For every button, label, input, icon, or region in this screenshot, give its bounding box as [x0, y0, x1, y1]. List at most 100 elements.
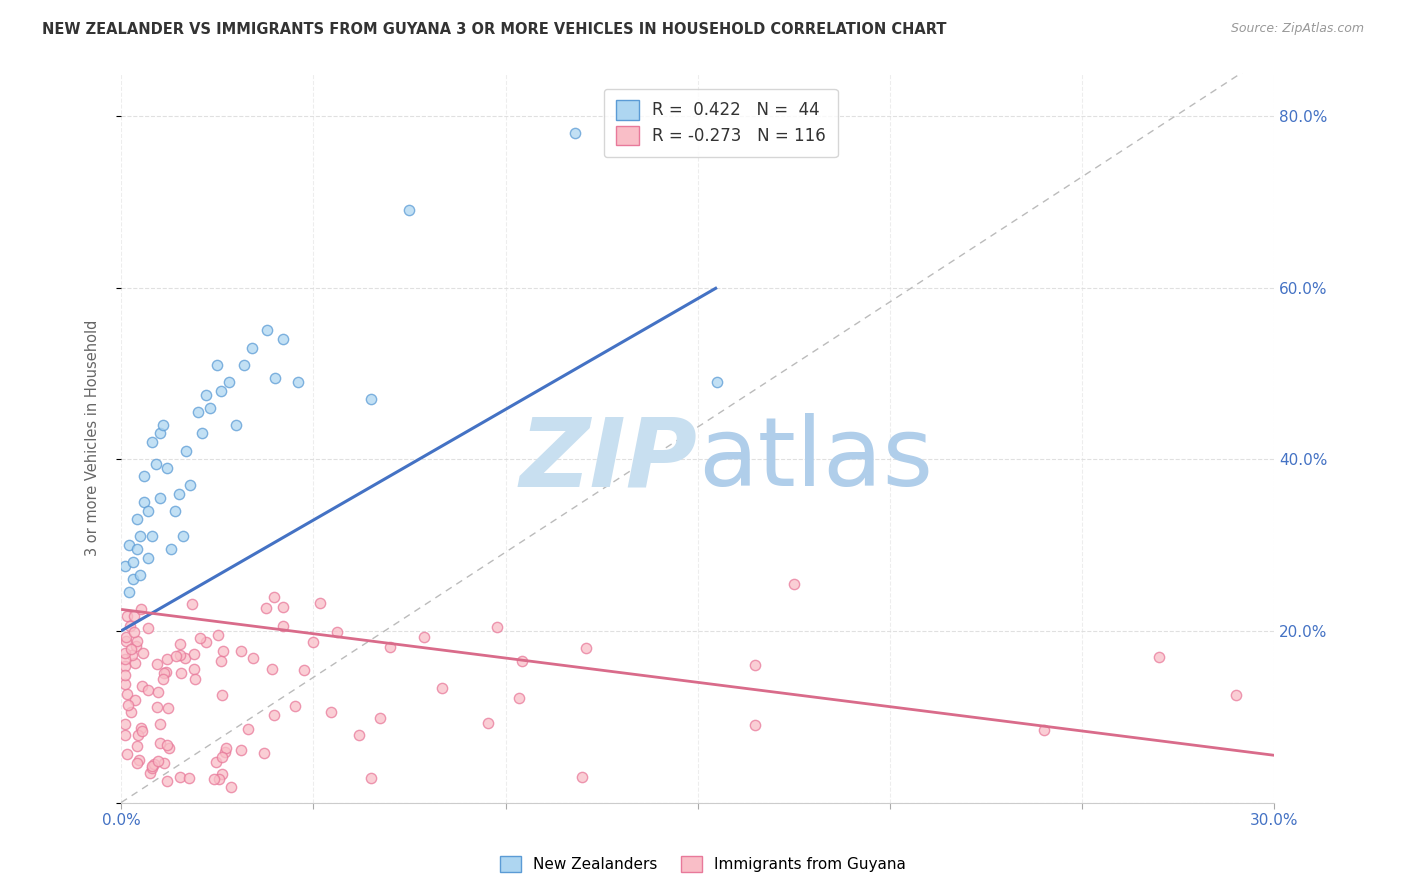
Point [156, 460, 179, 475]
Point [412, 630, 434, 644]
Point [117, 698, 139, 713]
Point [208, 772, 231, 786]
Point [229, 743, 252, 757]
Point [219, 780, 242, 794]
Point [138, 621, 160, 635]
Point [148, 491, 170, 505]
Point [209, 654, 232, 668]
Point [124, 639, 146, 653]
Point [141, 529, 163, 543]
Text: ZIP: ZIP [520, 413, 697, 506]
Point [180, 597, 202, 611]
Point [157, 741, 180, 756]
Point [141, 758, 163, 772]
Point [122, 609, 145, 624]
Point [160, 542, 183, 557]
Point [129, 568, 152, 582]
Point [302, 635, 325, 649]
Point [120, 642, 142, 657]
Point [398, 203, 420, 218]
Point [284, 699, 307, 714]
Point [155, 665, 177, 679]
Point [146, 657, 169, 672]
Point [360, 771, 382, 785]
Point [142, 756, 165, 771]
Point [211, 644, 233, 658]
Point [156, 773, 179, 788]
Point [229, 644, 252, 658]
Point [148, 685, 170, 699]
Point [183, 672, 205, 686]
Point [183, 648, 205, 662]
Point [169, 770, 191, 784]
Point [238, 722, 260, 736]
Point [125, 542, 148, 557]
Point [174, 650, 197, 665]
Point [292, 663, 315, 677]
Point [571, 770, 593, 784]
Point [115, 630, 138, 644]
Point [115, 608, 138, 623]
Point [360, 392, 382, 406]
Point [156, 738, 179, 752]
Point [321, 705, 343, 719]
Point [121, 648, 143, 662]
Point [115, 687, 138, 701]
Point [1147, 649, 1170, 664]
Point [146, 755, 169, 769]
Point [211, 766, 233, 780]
Point [211, 688, 233, 702]
Point [124, 693, 146, 707]
Point [127, 728, 149, 742]
Point [131, 680, 153, 694]
Point [179, 478, 201, 492]
Point [121, 555, 143, 569]
Point [202, 772, 225, 786]
Point [205, 755, 228, 769]
Point [120, 619, 142, 633]
Point [146, 700, 169, 714]
Point [263, 708, 285, 723]
Point [508, 690, 530, 705]
Point [125, 512, 148, 526]
Point [254, 601, 277, 615]
Point [575, 640, 598, 655]
Point [326, 625, 349, 640]
Text: NEW ZEALANDER VS IMMIGRANTS FROM GUYANA 3 OR MORE VEHICLES IN HOUSEHOLD CORRELAT: NEW ZEALANDER VS IMMIGRANTS FROM GUYANA … [42, 22, 946, 37]
Point [1032, 723, 1054, 737]
Point [263, 591, 285, 605]
Point [380, 640, 402, 654]
Point [477, 716, 499, 731]
Point [368, 711, 391, 725]
Point [233, 358, 256, 372]
Point [264, 370, 287, 384]
Point [153, 756, 176, 771]
Point [211, 750, 233, 764]
Point [145, 457, 167, 471]
Point [198, 401, 221, 415]
Point [240, 341, 263, 355]
Point [430, 681, 453, 695]
Point [187, 405, 209, 419]
Point [124, 657, 146, 671]
Point [170, 665, 193, 680]
Point [114, 717, 136, 731]
Point [136, 550, 159, 565]
Point [141, 761, 163, 775]
Point [129, 602, 152, 616]
Point [131, 723, 153, 738]
Point [271, 332, 294, 346]
Point [706, 375, 728, 389]
Point [125, 633, 148, 648]
Legend: New Zealanders, Immigrants from Guyana: New Zealanders, Immigrants from Guyana [492, 848, 914, 880]
Point [156, 652, 179, 666]
Point [114, 634, 136, 648]
Point [114, 559, 136, 574]
Point [152, 417, 174, 432]
Point [169, 637, 191, 651]
Point [149, 736, 172, 750]
Point [118, 538, 141, 552]
Point [309, 596, 332, 610]
Point [564, 126, 586, 140]
Point [139, 765, 162, 780]
